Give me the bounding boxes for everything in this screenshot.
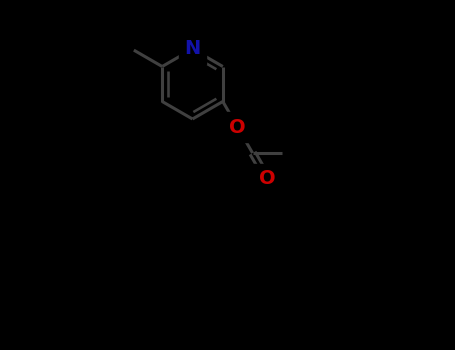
Text: N: N (184, 40, 201, 58)
Text: O: O (259, 169, 276, 188)
Text: O: O (229, 118, 246, 137)
